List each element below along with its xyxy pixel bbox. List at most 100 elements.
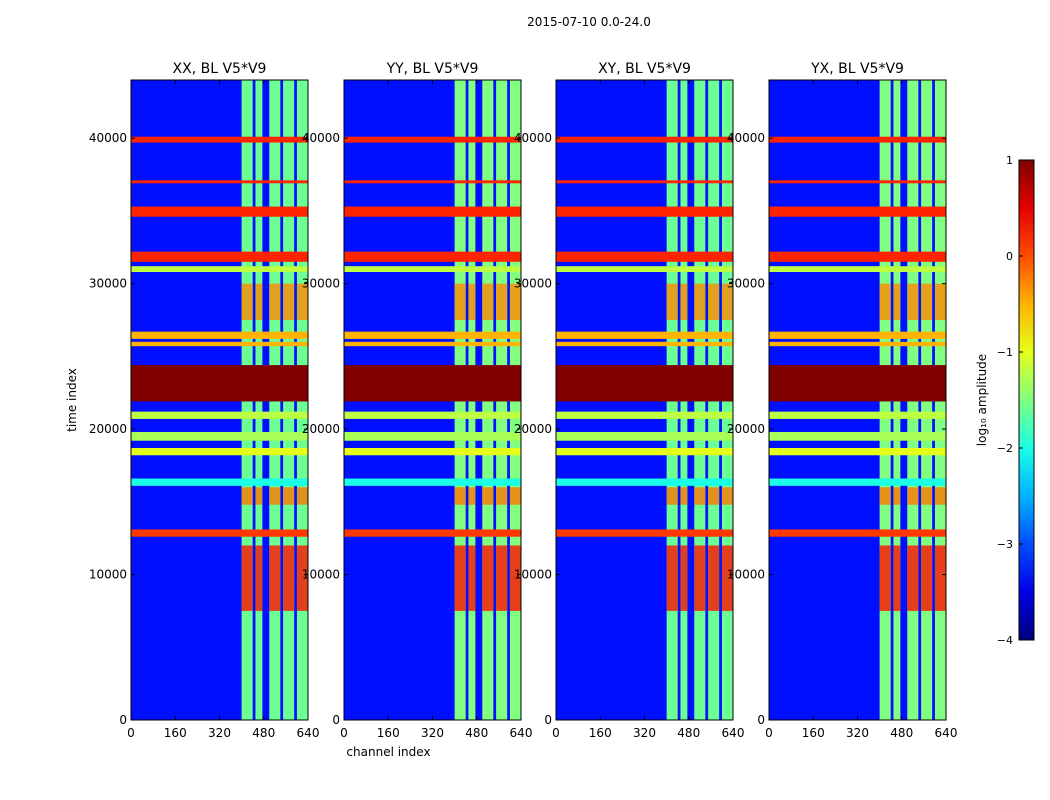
rfi-burst	[694, 545, 706, 611]
flagged-row	[769, 206, 946, 217]
rfi-burst	[283, 283, 295, 320]
x-tick-label: 480	[677, 726, 700, 740]
rfi-burst	[921, 487, 933, 505]
x-tick-label: 640	[722, 726, 745, 740]
rfi-burst	[721, 283, 733, 320]
x-tick-label: 320	[846, 726, 869, 740]
rfi-burst	[454, 545, 466, 611]
colorbar-tick-label: −2	[997, 442, 1013, 455]
flagged-row	[344, 448, 521, 456]
colorbar-tick-label: 0	[1006, 250, 1013, 263]
panel-title: XY, BL V5*V9	[598, 61, 691, 77]
y-tick-label: 40000	[727, 131, 765, 145]
flagged-row	[344, 529, 521, 537]
flagged-row	[556, 206, 733, 217]
panels-group: XX, BL V5*V9 0 160 320 480 640 0 10000 20000 3000…	[65, 61, 957, 759]
x-tick-label: 480	[890, 726, 913, 740]
colorbar-gradient	[1018, 159, 1035, 641]
y-tick-label: 30000	[302, 277, 340, 291]
rfi-burst	[496, 283, 508, 320]
rfi-burst	[482, 487, 494, 505]
flagged-row	[556, 266, 733, 272]
x-tick-label: 640	[510, 726, 533, 740]
flagged-row	[344, 266, 521, 272]
flagged-row	[556, 251, 733, 262]
rfi-burst	[893, 545, 901, 611]
rfi-burst	[496, 487, 508, 505]
x-tick-label: 480	[252, 726, 275, 740]
rfi-burst	[921, 283, 933, 320]
y-tick-label: 0	[119, 713, 127, 727]
rfi-burst	[694, 283, 706, 320]
rfi-burst	[241, 283, 253, 320]
rfi-burst	[680, 283, 688, 320]
flagged-row	[556, 411, 733, 419]
flagged-row	[556, 180, 733, 184]
flagged-row	[769, 411, 946, 419]
rfi-burst	[296, 283, 308, 320]
flagged-row	[556, 448, 733, 456]
x-tick-label: 320	[421, 726, 444, 740]
x-tick-label: 0	[340, 726, 348, 740]
flagged-row	[556, 365, 733, 402]
flagged-row	[769, 478, 946, 486]
heatmap-panel-3: XY, BL V5*V9 0 160 320 480 640 0 10000 20000 3000…	[514, 61, 745, 740]
rfi-burst	[934, 487, 946, 505]
flagged-row	[344, 365, 521, 402]
rfi-burst	[468, 545, 476, 611]
flagged-row	[344, 341, 521, 347]
flagged-row	[344, 331, 521, 339]
heatmap-image	[131, 80, 308, 720]
flagged-row	[556, 432, 733, 441]
y-tick-label: 10000	[302, 568, 340, 582]
flagged-row	[131, 266, 308, 272]
flagged-row	[131, 478, 308, 486]
rfi-burst	[721, 487, 733, 505]
rfi-burst	[482, 283, 494, 320]
colorbar-tick-label: −4	[997, 634, 1013, 647]
y-tick-label: 20000	[89, 422, 127, 436]
rfi-burst	[666, 545, 678, 611]
rfi-burst	[283, 487, 295, 505]
rfi-burst	[241, 487, 253, 505]
heatmap-panel-2: YY, BL V5*V9 0 160 320 480 640 0 10000 20000 3000…	[302, 61, 533, 759]
flagged-row	[131, 411, 308, 419]
rfi-burst	[907, 487, 919, 505]
rfi-burst	[283, 545, 295, 611]
x-tick-label: 0	[552, 726, 560, 740]
flagged-row	[131, 529, 308, 537]
rfi-burst	[454, 487, 466, 505]
rfi-burst	[879, 487, 891, 505]
heatmap-image	[344, 80, 521, 720]
flagged-row	[131, 432, 308, 441]
flagged-row	[769, 251, 946, 262]
heatmap-panel-4: YX, BL V5*V9 0 160 320 480 640 0 10000 20000 3000…	[727, 61, 958, 740]
colorbar-tick-label: −1	[997, 346, 1013, 359]
flagged-row	[769, 448, 946, 456]
rfi-burst	[509, 487, 521, 505]
flagged-row	[344, 136, 521, 143]
rfi-burst	[509, 545, 521, 611]
y-tick-label: 10000	[514, 568, 552, 582]
rfi-burst	[680, 545, 688, 611]
y-tick-label: 20000	[727, 422, 765, 436]
y-tick-label: 40000	[514, 131, 552, 145]
rfi-burst	[708, 487, 720, 505]
rfi-burst	[680, 487, 688, 505]
flagged-row	[769, 432, 946, 441]
rfi-burst	[708, 283, 720, 320]
rfi-burst	[879, 283, 891, 320]
rfi-burst	[482, 545, 494, 611]
flagged-row	[344, 411, 521, 419]
x-tick-label: 640	[935, 726, 958, 740]
rfi-burst	[893, 283, 901, 320]
y-tick-label: 30000	[514, 277, 552, 291]
x-tick-label: 160	[802, 726, 825, 740]
x-axis-label: channel index	[346, 745, 430, 759]
y-tick-label: 40000	[302, 131, 340, 145]
flagged-row	[131, 331, 308, 339]
x-tick-label: 0	[127, 726, 135, 740]
rfi-burst	[255, 487, 263, 505]
rfi-burst	[454, 283, 466, 320]
